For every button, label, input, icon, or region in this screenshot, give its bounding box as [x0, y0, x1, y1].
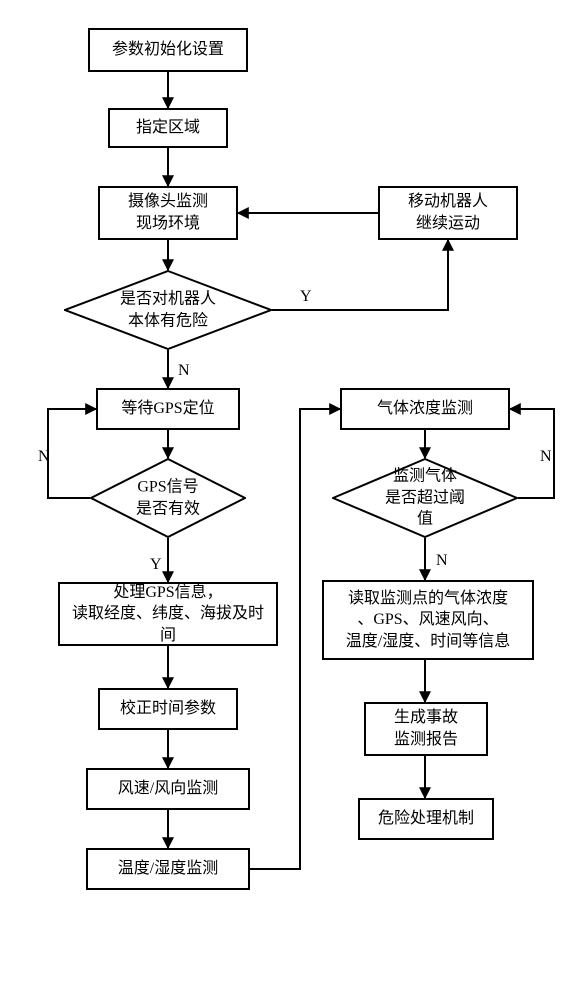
edge-label-e9: Y: [150, 556, 162, 574]
node-n11: 读取监测点的气体浓度 、GPS、风速风向、 温度/湿度、时间等信息: [322, 580, 534, 660]
node-label: 生成事故 监测报告: [394, 707, 458, 750]
node-n9: 风速/风向监测: [86, 768, 250, 810]
node-label: 气体浓度监测: [377, 398, 473, 420]
decision-d1: 是否对机器人 本体有危险: [64, 270, 272, 350]
edge-e8: [48, 409, 96, 498]
node-n5: 等待GPS定位: [96, 388, 240, 430]
node-n3: 摄像头监测 现场环境: [98, 186, 238, 240]
decision-label: GPS信号 是否有效: [136, 476, 200, 519]
node-label: 摄像头监测 现场环境: [128, 191, 208, 234]
decision-label: 监测气体 是否超过阈值: [379, 466, 472, 531]
node-n7: 处理GPS信息， 读取经度、纬度、海拔及时间: [58, 582, 278, 646]
edge-label-e6: N: [178, 362, 190, 380]
edge-e4: [272, 240, 448, 310]
node-n8: 校正时间参数: [98, 688, 238, 730]
edge-label-e16: N: [436, 552, 448, 570]
edge-label-e15: N: [540, 448, 552, 466]
decision-d2: GPS信号 是否有效: [90, 458, 246, 538]
node-n4: 移动机器人 继续运动: [378, 186, 518, 240]
node-label: 移动机器人 继续运动: [408, 191, 488, 234]
node-n1: 参数初始化设置: [88, 28, 248, 72]
decision-label: 是否对机器人 本体有危险: [120, 288, 216, 331]
node-label: 处理GPS信息， 读取经度、纬度、海拔及时间: [68, 582, 268, 647]
node-n2: 指定区域: [108, 108, 228, 148]
node-label: 指定区域: [136, 117, 200, 139]
node-n6: 气体浓度监测: [340, 388, 510, 430]
node-label: 等待GPS定位: [121, 398, 214, 420]
node-n10: 温度/湿度监测: [86, 848, 250, 890]
node-label: 读取监测点的气体浓度 、GPS、风速风向、 温度/湿度、时间等信息: [346, 588, 510, 653]
node-label: 危险处理机制: [378, 808, 474, 830]
node-n12: 生成事故 监测报告: [364, 702, 488, 756]
edge-label-e4: Y: [300, 288, 312, 306]
node-n13: 危险处理机制: [358, 798, 494, 840]
decision-d3: 监测气体 是否超过阈值: [332, 458, 518, 538]
node-label: 参数初始化设置: [112, 39, 224, 61]
flowchart-canvas: 参数初始化设置指定区域摄像头监测 现场环境 移动机器人 继续运动是否对机器人 本体…: [0, 0, 587, 1000]
node-label: 校正时间参数: [120, 698, 216, 720]
edge-label-e8: N: [38, 448, 50, 466]
node-label: 温度/湿度监测: [118, 858, 218, 880]
node-label: 风速/风向监测: [118, 778, 218, 800]
